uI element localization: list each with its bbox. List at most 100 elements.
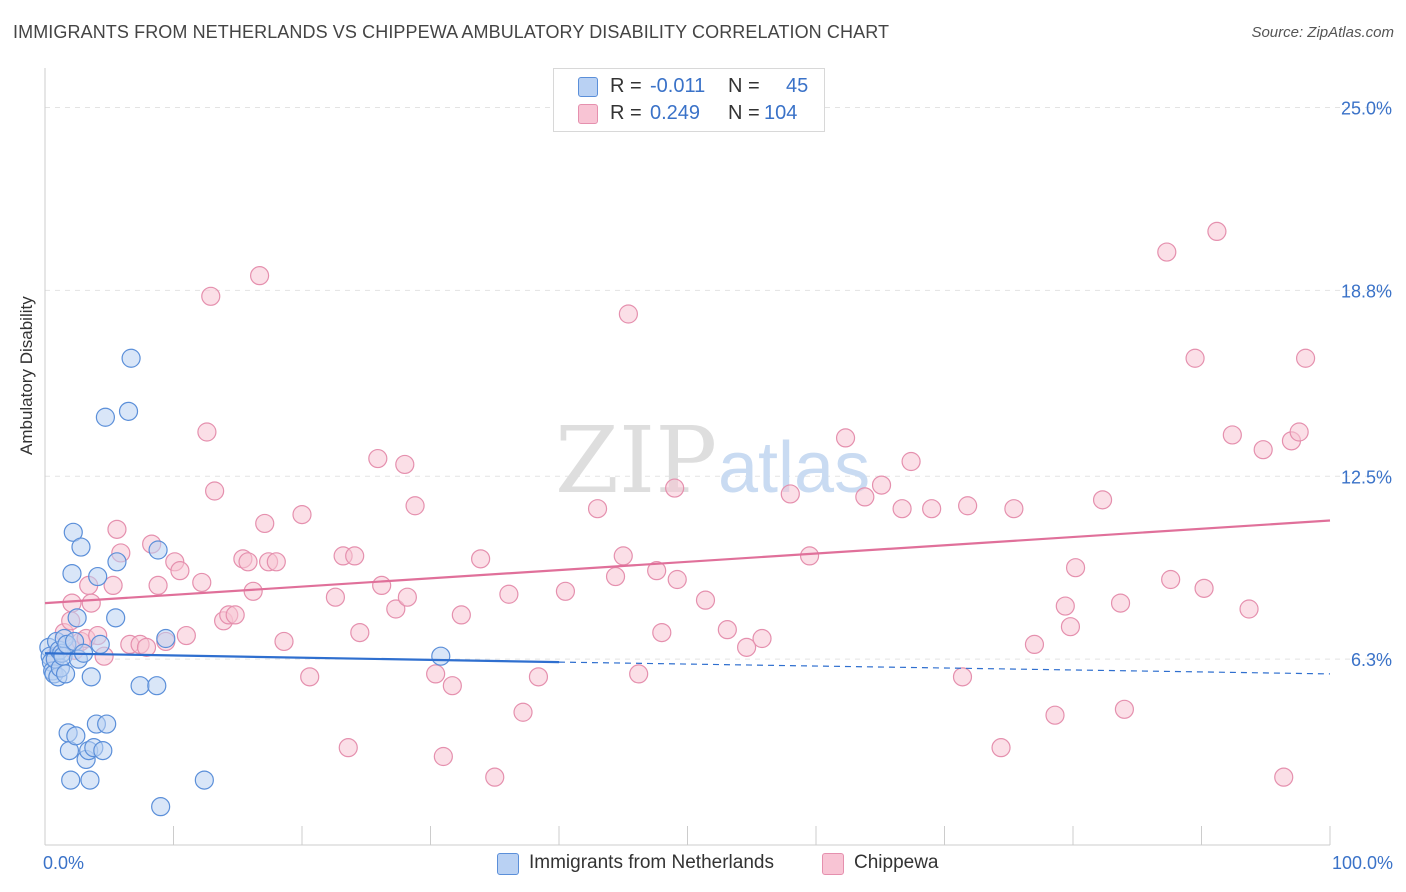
chippewa-point: [555, 581, 576, 601]
chippewa-point: [855, 487, 875, 507]
netherlands-point: [93, 740, 113, 761]
chippewa-point: [1194, 578, 1214, 598]
chippewa-point: [605, 566, 626, 587]
chippewa-trend-line: [44, 519, 1331, 605]
netherlands-trend-line: [44, 652, 560, 664]
legend-n-value: 45: [786, 75, 809, 97]
chippewa-point: [1024, 634, 1045, 655]
chippewa-point: [952, 667, 973, 687]
legend-swatch-blue: [578, 77, 598, 97]
bottom-legend-label: Immigrants from Netherlands: [529, 852, 774, 873]
chippewa-point: [238, 552, 258, 572]
legend-r-label: R =: [610, 102, 642, 124]
netherlands-point: [67, 608, 87, 628]
y-tick-label: 12.5%: [1341, 467, 1392, 487]
chippewa-point: [629, 664, 649, 684]
chippewa-point: [372, 575, 392, 596]
chippewa-point: [485, 767, 505, 787]
chippewa-point: [405, 496, 425, 516]
chippewa-point: [345, 546, 365, 566]
chippewa-point: [148, 575, 168, 596]
chippewa-point: [901, 451, 921, 472]
chippewa-point: [1253, 440, 1273, 460]
chippewa-point: [613, 546, 633, 566]
legend-n-label: N =: [728, 102, 760, 124]
chippewa-point: [386, 599, 406, 619]
chippewa-point: [991, 738, 1011, 758]
bottom-legend-label: Chippewa: [854, 852, 939, 873]
chippewa-point: [81, 593, 101, 613]
chippewa-point: [717, 620, 737, 640]
chippewa-point: [1185, 348, 1205, 368]
chippewa-point: [618, 304, 638, 324]
chippewa-point: [170, 561, 190, 581]
netherlands-point: [151, 797, 171, 817]
legend-r-value: 0.249: [650, 102, 701, 124]
chippewa-point: [442, 676, 462, 696]
chippewa-point: [528, 667, 549, 687]
chippewa-point: [350, 622, 370, 643]
chippewa-point: [255, 513, 275, 534]
chippewa-point: [300, 667, 320, 687]
netherlands-point: [66, 726, 86, 746]
bottom-legend-swatch-pink: [822, 853, 844, 875]
chippewa-point: [225, 605, 245, 625]
legend-r-value: -0.011: [650, 75, 706, 97]
netherlands-points: [39, 348, 451, 817]
chippewa-point: [426, 664, 446, 684]
chippewa-point: [1004, 499, 1024, 519]
chippewa-point: [433, 746, 453, 767]
netherlands-point: [156, 628, 176, 649]
chippewa-point: [835, 428, 856, 448]
chippewa-point: [1110, 593, 1131, 613]
chippewa-point: [1060, 617, 1081, 637]
netherlands-point: [71, 537, 91, 557]
chippewa-point: [1239, 599, 1259, 619]
netherlands-point: [121, 348, 141, 368]
chippewa-point: [1274, 767, 1294, 787]
chippewa-point: [471, 549, 491, 569]
chippewa-point: [737, 637, 757, 657]
chippewa-point: [665, 478, 685, 498]
bottom-legend-swatch-blue: [497, 853, 519, 875]
netherlands-point: [130, 676, 150, 696]
chippewa-point: [395, 454, 415, 475]
chippewa-point: [368, 448, 388, 469]
netherlands-point: [431, 646, 451, 666]
chippewa-point: [1295, 348, 1316, 368]
chippewa-point: [513, 702, 533, 722]
chippewa-point: [652, 622, 672, 643]
netherlands-point: [80, 770, 100, 790]
y-axis-label: Ambulatory Disability: [17, 296, 36, 455]
chippewa-point: [205, 481, 225, 501]
chippewa-point: [1222, 425, 1242, 445]
chippewa-point: [325, 587, 346, 607]
y-tick-label: 6.3%: [1351, 650, 1392, 670]
chippewa-point: [136, 637, 157, 657]
netherlands-point: [97, 714, 117, 734]
chippewa-point: [451, 605, 471, 625]
netherlands-point: [148, 540, 168, 560]
y-tick-label: 25.0%: [1341, 99, 1392, 119]
netherlands-point: [95, 407, 115, 427]
chippewa-point: [1161, 569, 1181, 590]
legend-swatch-pink: [578, 104, 598, 124]
chippewa-point: [958, 496, 978, 516]
chippewa-point: [587, 499, 608, 519]
legend-r-label: R =: [610, 75, 642, 97]
netherlands-point: [107, 552, 127, 572]
chippewa-point: [201, 286, 221, 306]
chippewa-point: [1114, 699, 1135, 719]
chippewa-point: [197, 422, 217, 442]
stats-legend: R = -0.011 N = 45 R = 0.249 N = 104: [553, 68, 825, 132]
chippewa-point: [1045, 705, 1065, 725]
chippewa-point: [780, 484, 800, 504]
grid-lines: [45, 107, 1390, 660]
chippewa-point: [266, 552, 286, 572]
chippewa-point: [1289, 422, 1309, 442]
source-label: Source: ZipAtlas.com: [1251, 24, 1394, 41]
chippewa-point: [292, 504, 312, 525]
chippewa-point: [799, 546, 820, 566]
chippewa-point: [752, 628, 772, 649]
netherlands-point: [63, 522, 83, 542]
